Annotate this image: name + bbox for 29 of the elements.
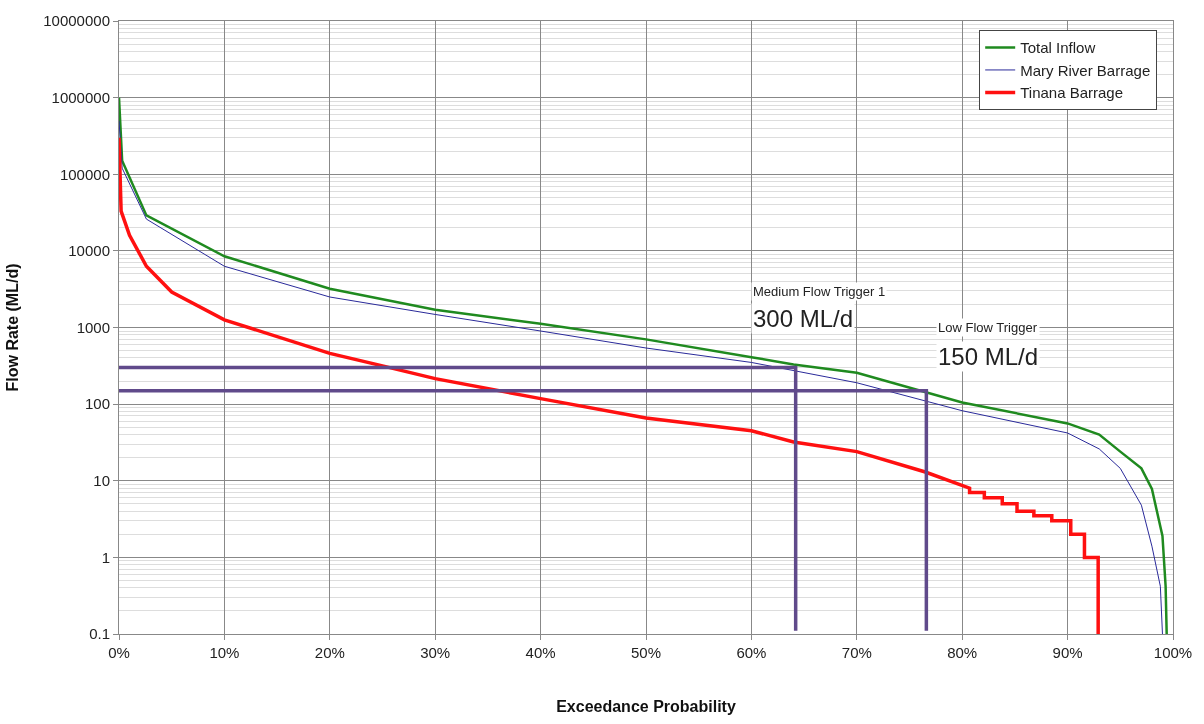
annotation: 300 ML/d: [753, 305, 854, 332]
annotation: 150 ML/d: [938, 343, 1039, 370]
y-tick-label: 100000: [59, 165, 110, 183]
legend-label: Mary River Barrage: [1020, 61, 1151, 79]
legend-label: Tinana Barrage: [1020, 84, 1124, 102]
y-tick-label: 10000000: [43, 12, 110, 30]
x-tick-label: 30%: [420, 644, 451, 661]
x-tick-label: 40%: [525, 644, 556, 661]
annotation: Low Flow Trigger: [938, 320, 1038, 335]
x-tick-label: 100%: [1153, 644, 1193, 661]
x-axis-title: Exceedance Probability: [556, 697, 736, 715]
x-tick-label: 60%: [736, 644, 767, 661]
x-tick-label: 10%: [209, 644, 240, 661]
x-tick-label: 0%: [108, 644, 130, 661]
x-tick-label: 80%: [947, 644, 978, 661]
y-tick-label: 10: [93, 472, 110, 489]
y-tick-label: 1000: [76, 318, 110, 336]
y-tick-label: 1000000: [51, 88, 110, 106]
x-tick-label: 50%: [630, 644, 662, 661]
x-tick-label: 90%: [1052, 644, 1083, 661]
y-axis-title: Flow Rate (ML/d): [4, 263, 22, 392]
y-tick-label: 1: [101, 548, 110, 566]
y-tick-label: 10000: [68, 242, 110, 260]
legend-label: Total Inflow: [1020, 39, 1096, 57]
y-tick-label: 0.1: [89, 625, 110, 643]
x-tick-label: 70%: [841, 644, 872, 661]
y-tick-label: 100: [84, 395, 110, 413]
annotation: Medium Flow Trigger 1: [753, 284, 886, 299]
x-tick-label: 20%: [314, 644, 345, 661]
